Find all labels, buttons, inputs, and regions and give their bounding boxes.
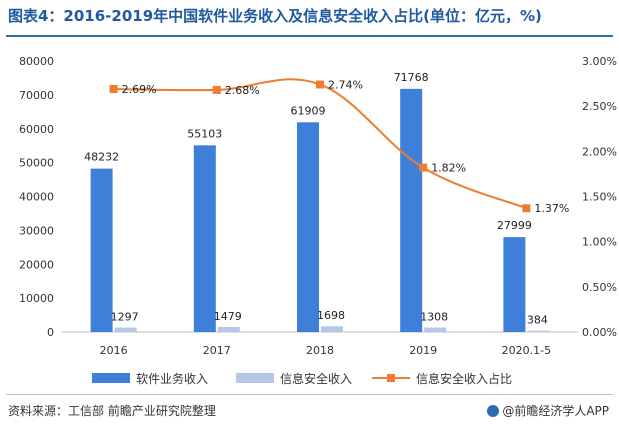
x-tick-label: 2019: [409, 344, 437, 357]
data-label-software: 55103: [187, 127, 222, 140]
brand-footer: @前瞻经济学人APP: [487, 402, 609, 419]
x-tick-label: 2016: [100, 344, 128, 357]
source-note: 资料来源：工信部 前瞻产业研究院整理: [8, 404, 216, 418]
legend-label: 信息安全收入占比: [416, 371, 512, 386]
data-label-security: 1698: [317, 309, 345, 322]
ratio-line-path: [113, 78, 527, 210]
y-right-tick-label: 2.50%: [582, 100, 617, 113]
data-label-software: 48232: [84, 151, 119, 164]
data-label-ratio: 2.68%: [225, 84, 260, 97]
bar-security-revenue: [217, 326, 240, 332]
data-label-ratio: 1.82%: [431, 162, 466, 175]
y-left-tick-label: 80000: [19, 55, 54, 68]
x-tick-label: 2017: [203, 344, 231, 357]
ratio-point-marker: [212, 85, 221, 94]
bar-software-revenue: [503, 237, 526, 332]
bar-software-revenue: [193, 145, 216, 332]
data-label-ratio: 1.37%: [534, 202, 569, 215]
y-right-tick-label: 3.00%: [582, 55, 617, 68]
ratio-point-marker: [522, 204, 531, 213]
chart-data-labels: 48232 1297 55103 1479 61909 1698 71768 1308 2799…: [84, 71, 569, 327]
y-left-tick-label: 60000: [19, 123, 54, 136]
y-left-tick-label: 30000: [19, 224, 54, 237]
x-tick-label: 2018: [306, 344, 334, 357]
data-label-software: 71768: [394, 71, 429, 84]
chart-legend: 软件业务收入 信息安全收入 信息安全收入占比: [92, 371, 512, 386]
y-left-tick-label: 0: [47, 326, 54, 339]
x-tick-label: 2020.1-5: [502, 344, 551, 357]
data-label-security: 1297: [111, 311, 139, 324]
footer-divider: [6, 394, 613, 395]
legend-label: 信息安全收入: [280, 371, 352, 386]
legend-swatch-marker: [387, 374, 395, 382]
chart-ratio-line: [109, 78, 531, 213]
y-left-tick-label: 20000: [19, 258, 54, 271]
y-right-tick-label: 2.00%: [582, 145, 617, 158]
bar-security-revenue: [114, 327, 137, 332]
y-left-tick-label: 70000: [19, 89, 54, 102]
legend-swatch: [92, 373, 130, 383]
y-left-tick-label: 50000: [19, 157, 54, 170]
legend-swatch: [236, 373, 274, 383]
y-left-tick-label: 40000: [19, 191, 54, 204]
data-label-software: 61909: [291, 104, 326, 117]
chart-title: 图表4：2016-2019年中国软件业务收入及信息安全收入占比(单位：亿元，%): [8, 7, 542, 25]
brand-logo-icon: [487, 405, 500, 417]
data-label-ratio: 2.69%: [122, 83, 157, 96]
data-label-security: 1479: [214, 310, 242, 323]
data-label-security: 1308: [420, 311, 448, 324]
y-right-tick-label: 1.00%: [582, 236, 617, 249]
bar-software-revenue: [90, 168, 113, 332]
ratio-point-marker: [109, 85, 118, 94]
bar-security-revenue: [424, 327, 447, 332]
title-divider: [6, 35, 613, 37]
y-right-tick-label: 0.00%: [582, 326, 617, 339]
y-right-tick-label: 1.50%: [582, 191, 617, 204]
chart-bars: [90, 88, 550, 333]
bar-software-revenue: [400, 88, 423, 333]
data-label-ratio: 2.74%: [328, 78, 363, 91]
ratio-point-marker: [316, 80, 324, 89]
data-label-software: 27999: [497, 219, 532, 232]
legend-label: 软件业务收入: [136, 371, 208, 386]
brand-text: @前瞻经济学人APP: [502, 404, 609, 418]
y-left-tick-label: 10000: [19, 292, 54, 305]
bar-security-revenue: [527, 330, 550, 332]
bar-software-revenue: [297, 122, 319, 332]
ratio-point-marker: [419, 163, 428, 172]
bar-security-revenue: [321, 326, 343, 332]
y-right-tick-label: 0.50%: [582, 281, 617, 294]
data-label-security: 384: [527, 314, 548, 327]
chart-axes: 0 10000 20000 30000 40000 50000 60000 70000 8000…: [19, 55, 617, 357]
